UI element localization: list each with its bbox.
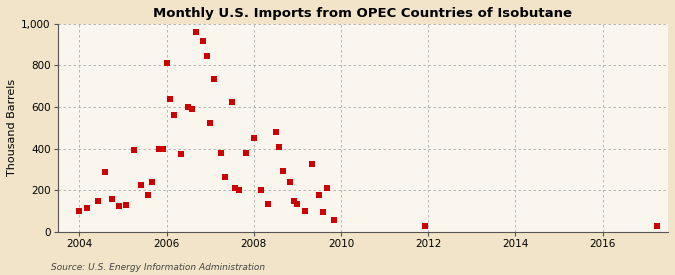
Point xyxy=(292,202,303,206)
Point xyxy=(201,54,212,58)
Point xyxy=(328,218,339,223)
Point xyxy=(321,186,332,190)
Point xyxy=(219,175,230,179)
Point xyxy=(314,193,325,198)
Point xyxy=(288,199,299,203)
Point xyxy=(419,223,430,228)
Point xyxy=(165,97,176,101)
Point xyxy=(317,210,328,214)
Point xyxy=(74,209,85,213)
Point xyxy=(197,38,208,43)
Title: Monthly U.S. Imports from OPEC Countries of Isobutane: Monthly U.S. Imports from OPEC Countries… xyxy=(153,7,572,20)
Point xyxy=(82,206,92,210)
Point xyxy=(121,203,132,207)
Point xyxy=(256,188,267,192)
Point xyxy=(107,196,117,201)
Point xyxy=(161,61,172,66)
Point xyxy=(652,224,663,228)
Point xyxy=(186,107,197,111)
Point xyxy=(263,202,273,206)
Point xyxy=(114,204,125,208)
Point xyxy=(234,188,245,192)
Point xyxy=(300,209,310,213)
Point xyxy=(169,113,180,118)
Point xyxy=(248,136,259,141)
Point xyxy=(270,130,281,134)
Point xyxy=(205,120,215,125)
Point xyxy=(273,144,284,149)
Point xyxy=(216,151,227,155)
Point xyxy=(241,151,252,155)
Text: Source: U.S. Energy Information Administration: Source: U.S. Energy Information Administ… xyxy=(51,263,265,272)
Point xyxy=(230,186,241,190)
Point xyxy=(176,152,186,156)
Point xyxy=(209,77,219,81)
Point xyxy=(306,162,317,166)
Point xyxy=(143,193,154,198)
Point xyxy=(183,105,194,109)
Point xyxy=(277,168,288,173)
Point xyxy=(146,180,157,184)
Point xyxy=(99,169,110,174)
Point xyxy=(158,147,169,151)
Point xyxy=(92,199,103,203)
Point xyxy=(285,180,296,184)
Point xyxy=(227,100,238,104)
Y-axis label: Thousand Barrels: Thousand Barrels xyxy=(7,79,17,177)
Point xyxy=(154,147,165,151)
Point xyxy=(190,30,201,34)
Point xyxy=(128,147,139,152)
Point xyxy=(136,183,146,187)
